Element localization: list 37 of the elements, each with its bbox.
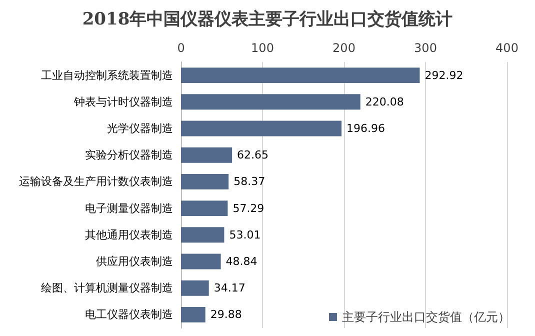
data-label: 62.65	[237, 148, 269, 162]
bar	[181, 227, 224, 243]
x-tick-label: 0	[177, 41, 185, 55]
data-label: 58.37	[234, 175, 266, 188]
data-label: 34.17	[214, 282, 246, 295]
y-tick-label: 工业自动控制系统装置制造	[41, 68, 173, 82]
data-label: 29.88	[210, 308, 242, 322]
bar	[181, 94, 360, 110]
y-tick-label: 其他通用仪表制造	[85, 228, 173, 242]
bar	[181, 200, 228, 216]
y-tick-label: 电子测量仪器制造	[85, 202, 173, 215]
data-label: 292.92	[424, 68, 464, 82]
data-label: 53.01	[229, 228, 261, 242]
bar	[181, 147, 232, 163]
bar	[181, 174, 229, 190]
data-label: 220.08	[365, 95, 404, 108]
bar	[181, 68, 420, 84]
y-tick-label: 运输设备及生产用计数仪表制造	[19, 175, 173, 188]
y-tick-label: 供应用仪表制造	[96, 255, 173, 268]
bar	[181, 306, 206, 322]
legend-label: 主要子行业出口交货值（亿元）	[342, 310, 510, 324]
x-tick-label: 200	[332, 41, 356, 55]
y-tick-label: 绘图、计算机测量仪器制造	[41, 282, 173, 295]
data-label: 57.29	[232, 202, 264, 215]
y-tick-label: 电工仪器仪表制造	[85, 308, 173, 322]
y-tick-label: 钟表与计时仪器制造	[73, 95, 173, 108]
y-tick-label: 实验分析仪器制造	[85, 148, 173, 162]
data-label: 196.96	[346, 122, 386, 135]
bar	[181, 280, 209, 296]
chart-title: 2018年中国仪器仪表主要子行业出口交货值统计	[82, 10, 453, 30]
data-label: 48.84	[226, 255, 258, 268]
y-tick-label: 光学仪器制造	[107, 122, 173, 135]
bar	[181, 120, 342, 136]
bar	[181, 254, 221, 270]
x-tick-label: 400	[496, 41, 518, 55]
x-tick-label: 100	[251, 41, 274, 55]
x-tick-label: 300	[414, 41, 437, 55]
